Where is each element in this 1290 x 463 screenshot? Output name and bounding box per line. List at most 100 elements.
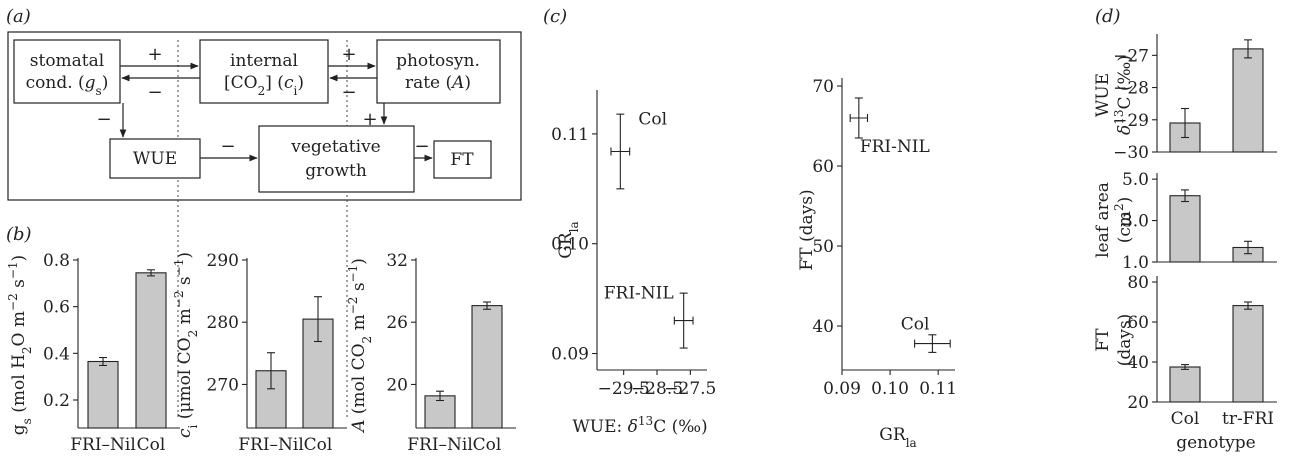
y-axis-label-2: (days)	[1115, 314, 1135, 367]
y-tick-label: 50	[812, 237, 834, 257]
x-tick-label: 0.09	[823, 379, 861, 399]
y-axis-label: leaf area	[1093, 182, 1113, 258]
x-tick-label: Col	[304, 435, 333, 455]
x-tick-label: −27.5	[664, 379, 716, 399]
node-internal-line1: internal	[230, 51, 298, 71]
y-tick-label: 0.09	[551, 345, 589, 365]
bar-1	[135, 272, 167, 429]
x-tick-label: Col	[1171, 409, 1200, 429]
diagram-frame	[7, 31, 522, 201]
x-axis-label: genotype	[1176, 433, 1256, 453]
y-axis-label: gs (mol H2O m−2 s−1)	[6, 255, 34, 435]
bar-1	[1232, 48, 1264, 153]
y-tick-label: 5.0	[1122, 170, 1149, 190]
y-axis-label: FT (days)	[797, 189, 817, 270]
point-label-0: FRI-NIL	[860, 137, 930, 157]
node-stomatal-line2: cond. (gs)	[26, 73, 109, 98]
panel-label-c: (c)	[543, 6, 567, 27]
x-tick-label: Col	[473, 435, 502, 455]
y-axis-label: GRla	[556, 221, 581, 258]
y-tick-label: 32	[386, 251, 408, 271]
sign-wue-to-veg: −	[220, 136, 235, 157]
bar-0	[1169, 195, 1201, 263]
x-axis-label: WUE: δ13C (‰)	[572, 414, 707, 437]
y-tick-label: 26	[386, 313, 408, 333]
x-tick-label: FRI–Nil	[238, 435, 304, 455]
x-tick-label: FRI–Nil	[70, 435, 136, 455]
y-tick-label: 20	[1127, 393, 1149, 413]
y-axis-label: A (mol CO2 m−2 s−1)	[346, 258, 374, 434]
sign-int-to-photo: +	[341, 44, 356, 65]
node-ft-label: FT	[450, 150, 474, 170]
y-axis-label-2: (cm2)	[1112, 197, 1135, 244]
y-tick-label: 3.0	[1122, 212, 1149, 232]
y-tick-label: 0.11	[551, 125, 589, 145]
bar-0	[1169, 366, 1201, 403]
bar-1	[1232, 305, 1264, 403]
y-tick-label: −30	[1113, 143, 1149, 163]
y-axis-label: FT	[1093, 328, 1113, 352]
y-tick-label: 60	[1127, 313, 1149, 333]
y-tick-label: 1.0	[1122, 253, 1149, 273]
x-axis-label: GRla	[879, 425, 916, 450]
x-tick-label: −29.5	[598, 379, 650, 399]
y-tick-label: 0.2	[43, 391, 70, 411]
chart-ft-genotype: 20 40 60 80 Col tr-FRI FT (days) genotype	[1093, 273, 1277, 453]
node-veg-line2: growth	[305, 161, 367, 181]
sign-photo-to-int: −	[341, 82, 356, 103]
chart-ft-vs-gr: 40 50 60 70 0.09 0.10 0.11 FRI-NIL Col FT (days) G…	[797, 77, 957, 450]
y-tick-label: 0.4	[43, 344, 70, 364]
panel-label-a: (a)	[6, 6, 31, 27]
y-axis-label: ci (μmol CO2 m−2 s−1)	[172, 252, 200, 438]
panel-label-b: (b)	[6, 224, 32, 245]
node-stomatal-line1: stomatal	[30, 51, 104, 71]
sign-stom-to-int: +	[147, 44, 162, 65]
y-tick-label: 0.10	[551, 235, 589, 255]
y-tick-label: 20	[386, 375, 408, 395]
node-internal-line2: [CO2] (ci)	[224, 73, 304, 98]
chart-gr-vs-wue: 0.09 0.10 0.11 −29.5−28.5−27.5 Col FRI-NIL GRl…	[551, 90, 716, 437]
node-ft-box	[433, 140, 492, 179]
chart-photosynthesis-rate: 20 26 32 FRI–Nil Col A (mol CO2 m−2 s−1)	[346, 251, 516, 455]
sign-veg-to-ft: −	[414, 136, 429, 157]
chart-leaf-area-genotype: 1.0 3.0 5.0 leaf area (cm2)	[1093, 170, 1277, 273]
chart-stomatal-conductance: 0.2 0.4 0.6 0.8 FRI–Nil Col gs (mol H2O m−2 s−…	[6, 251, 180, 455]
y-tick-label: 290	[207, 251, 239, 271]
sign-int-to-stom: −	[147, 82, 162, 103]
y-tick-label: 270	[207, 375, 239, 395]
x-tick-label: 0.10	[871, 379, 909, 399]
bar-1	[471, 305, 503, 429]
y-tick-label: −27	[1113, 46, 1149, 66]
chart-internal-co2: 270 280 290 FRI–Nil Col ci (μmol CO2 m−2 s−1)	[172, 251, 347, 455]
y-tick-label: 40	[1127, 353, 1149, 373]
node-internal-box	[199, 39, 329, 104]
y-tick-label: 70	[812, 77, 834, 97]
y-tick-label: 280	[207, 313, 239, 333]
x-tick-label: −28.5	[631, 379, 683, 399]
y-tick-label: −28	[1113, 79, 1149, 99]
node-veg-box	[258, 125, 415, 193]
x-tick-label: FRI–Nil	[407, 435, 473, 455]
node-wue-box	[109, 138, 201, 179]
y-tick-label: 60	[812, 157, 834, 177]
x-tick-label: 0.11	[919, 379, 957, 399]
point-label-0: Col	[638, 109, 667, 129]
bar-0	[424, 395, 456, 429]
node-stomatal-box	[13, 39, 121, 104]
x-tick-label: tr-FRI	[1222, 409, 1274, 429]
sign-stom-to-wue: −	[96, 109, 111, 130]
y-tick-label: −29	[1113, 111, 1149, 131]
node-wue-label: WUE	[133, 149, 177, 169]
node-photo-line1: photosyn.	[396, 51, 480, 71]
bar-0	[87, 360, 119, 429]
y-tick-label: 0.6	[43, 298, 70, 318]
point-label-1: Col	[901, 315, 930, 335]
sign-photo-to-veg: +	[362, 109, 377, 130]
y-axis-label: WUE	[1093, 73, 1113, 117]
y-axis-label-2: δ13C (‰)	[1112, 55, 1135, 135]
x-tick-label: Col	[137, 435, 166, 455]
point-label-1: FRI-NIL	[604, 284, 674, 304]
node-photo-line2: rate (A)	[405, 73, 471, 93]
causal-diagram: stomatal cond. (gs) internal [CO2] (ci) …	[7, 31, 522, 420]
